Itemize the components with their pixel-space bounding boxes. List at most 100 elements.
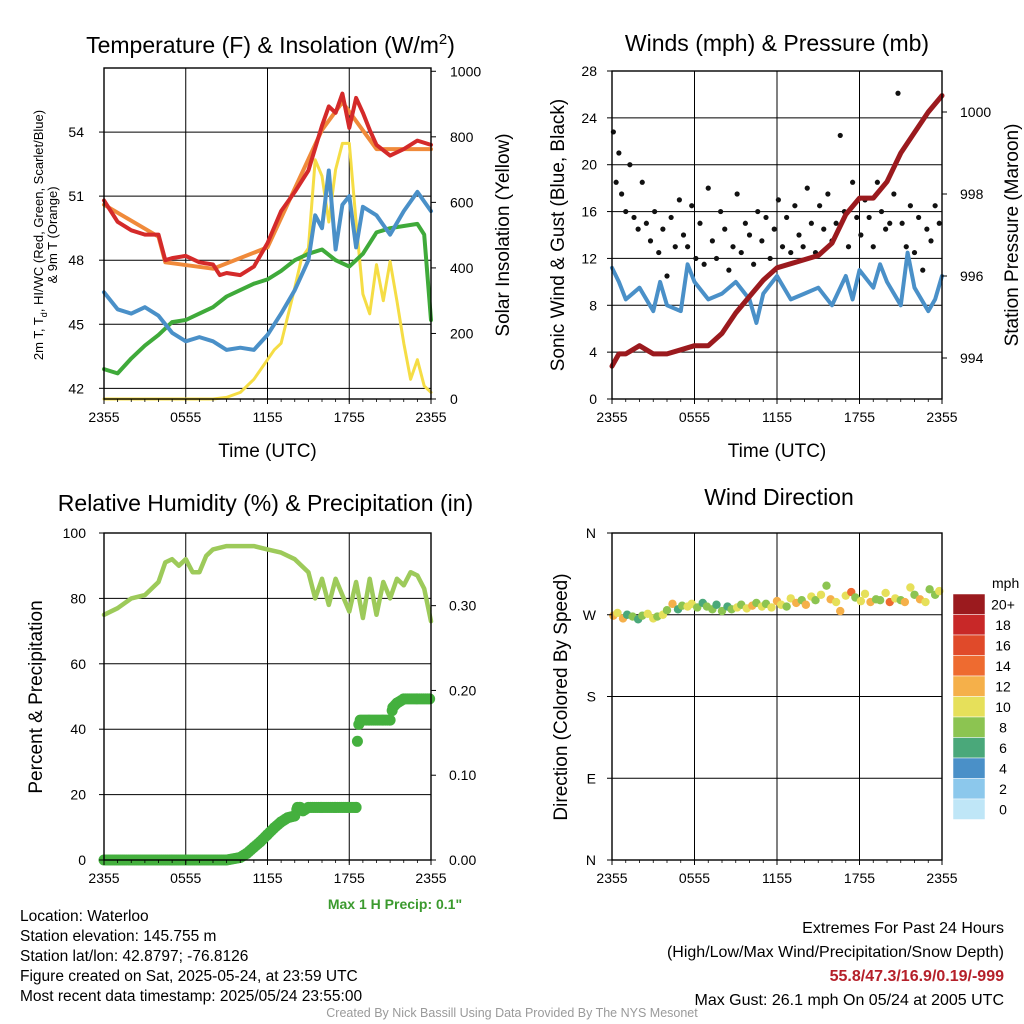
gust-point bbox=[613, 179, 619, 185]
panel-4-title: Wind Direction bbox=[704, 484, 854, 510]
gust-point bbox=[845, 244, 852, 250]
y-left-tick-4-1: E bbox=[587, 770, 596, 786]
y-right-tick-1-1: 200 bbox=[450, 325, 474, 341]
gust-point bbox=[870, 244, 876, 250]
colorbar-label-3: 6 bbox=[999, 740, 1007, 756]
y-left-tick-2-6: 24 bbox=[581, 110, 597, 126]
panel-3-ylabel: Percent & Precipitation bbox=[26, 600, 47, 793]
gust-point bbox=[775, 197, 781, 203]
gust-point bbox=[821, 226, 827, 232]
colorbar-swatch bbox=[952, 655, 986, 677]
x-tick-label-3-1: 0555 bbox=[170, 870, 201, 886]
gust-point bbox=[833, 220, 839, 226]
y-right-tick-3-0: 0.00 bbox=[449, 852, 476, 868]
gust-point bbox=[825, 191, 831, 197]
direction-point bbox=[811, 596, 820, 605]
gust-point bbox=[664, 273, 670, 279]
colorbar-label-9: 18 bbox=[995, 617, 1011, 633]
direction-point bbox=[801, 600, 811, 609]
gust-point bbox=[631, 214, 637, 221]
panel-3-grid bbox=[104, 533, 431, 860]
x-tick-label-2-2: 1155 bbox=[762, 409, 792, 425]
direction-point bbox=[613, 608, 622, 618]
series-line-hi-wc bbox=[102, 168, 433, 352]
direction-point bbox=[822, 581, 831, 590]
gust-point bbox=[887, 220, 893, 226]
colorbar-label-10: 20+ bbox=[991, 596, 1015, 612]
gust-point bbox=[635, 226, 641, 232]
panel-1-xlabel: Time (UTC) bbox=[218, 441, 317, 462]
gust-point bbox=[701, 261, 707, 267]
x-tick-label-2-3: 1755 bbox=[844, 409, 875, 425]
station-info: Location: Waterloo Station elevation: 14… bbox=[20, 907, 362, 1007]
x-tick-label-1-4: 2355 bbox=[415, 409, 446, 425]
y-right-tick-2-0: 994 bbox=[960, 350, 984, 366]
gust-point bbox=[903, 244, 909, 250]
gust-point bbox=[718, 208, 724, 215]
y-left-tick-2-5: 20 bbox=[581, 157, 597, 173]
y-left-tick-2-2: 8 bbox=[589, 297, 597, 313]
y-right-tick-1-2: 400 bbox=[450, 260, 474, 276]
gust-point bbox=[689, 203, 695, 209]
gust-point bbox=[755, 208, 761, 215]
gust-point bbox=[920, 267, 926, 273]
gust-point bbox=[866, 214, 872, 221]
colorbar-label-1: 2 bbox=[999, 781, 1007, 797]
x-tick-label-4-2: 1155 bbox=[762, 870, 792, 886]
colorbar-swatch bbox=[952, 593, 986, 615]
direction-point bbox=[662, 606, 672, 615]
gust-point bbox=[697, 220, 703, 226]
y-left-tick-1-2: 48 bbox=[68, 252, 84, 268]
y-left-tick-1-1: 45 bbox=[68, 316, 84, 332]
gust-point bbox=[685, 244, 691, 250]
info-created: Figure created on Sat, 2025-05-24, at 23… bbox=[20, 968, 358, 985]
y-left-tick-1-0: 42 bbox=[68, 380, 84, 396]
gust-point bbox=[796, 232, 802, 238]
x-tick-label-1-3: 1755 bbox=[334, 409, 365, 425]
y-left-tick-4-2: S bbox=[587, 689, 596, 705]
colorbar-swatch bbox=[952, 696, 986, 718]
series-line-2m-t bbox=[102, 91, 433, 278]
y-left-tick-2-1: 4 bbox=[589, 344, 597, 360]
precip-point bbox=[384, 714, 396, 726]
colorbar-label-6: 12 bbox=[995, 678, 1011, 694]
precip-point bbox=[350, 801, 362, 813]
gust-point bbox=[751, 261, 757, 267]
y-left-tick-2-3: 12 bbox=[581, 250, 597, 266]
direction-point bbox=[767, 603, 776, 612]
gust-point bbox=[874, 179, 880, 185]
gust-point bbox=[722, 226, 728, 232]
gust-point bbox=[767, 255, 773, 262]
gust-point bbox=[771, 226, 777, 232]
y-left-tick-3-1: 20 bbox=[70, 787, 86, 803]
x-tick-label-4-1: 0555 bbox=[679, 870, 710, 886]
gust-point bbox=[895, 90, 901, 96]
precip-point bbox=[424, 693, 436, 705]
gust-point bbox=[676, 197, 682, 203]
gust-point bbox=[899, 220, 905, 226]
y-left-tick-2-4: 16 bbox=[581, 204, 597, 220]
gust-point bbox=[680, 232, 687, 238]
y-right-tick-3-2: 0.20 bbox=[449, 682, 476, 698]
direction-point bbox=[925, 585, 934, 594]
y-left-tick-3-2: 40 bbox=[70, 721, 86, 737]
gust-point bbox=[800, 244, 806, 250]
gust-point bbox=[738, 249, 744, 256]
gust-point bbox=[788, 249, 794, 256]
gust-point bbox=[817, 203, 823, 209]
gust-point bbox=[763, 214, 769, 221]
gust-point bbox=[705, 185, 711, 191]
gust-point bbox=[907, 203, 913, 209]
colorbar-label-7: 14 bbox=[995, 658, 1011, 674]
y-left-tick-1-4: 54 bbox=[68, 124, 84, 140]
gust-point bbox=[932, 203, 938, 209]
direction-point bbox=[906, 583, 915, 592]
extremes-max-gust: Max Gust: 26.1 mph On 05/24 at 2005 UTC bbox=[694, 992, 1005, 1009]
gust-point bbox=[639, 179, 645, 185]
direction-point bbox=[856, 596, 866, 606]
x-tick-label-4-0: 2355 bbox=[596, 870, 627, 886]
gust-point bbox=[619, 191, 625, 197]
panel-3-title: Relative Humidity (%) & Precipitation (i… bbox=[58, 490, 473, 516]
direction-point bbox=[816, 590, 826, 599]
panel-4-ylabel: Direction (Colored By Speed) bbox=[551, 573, 572, 820]
